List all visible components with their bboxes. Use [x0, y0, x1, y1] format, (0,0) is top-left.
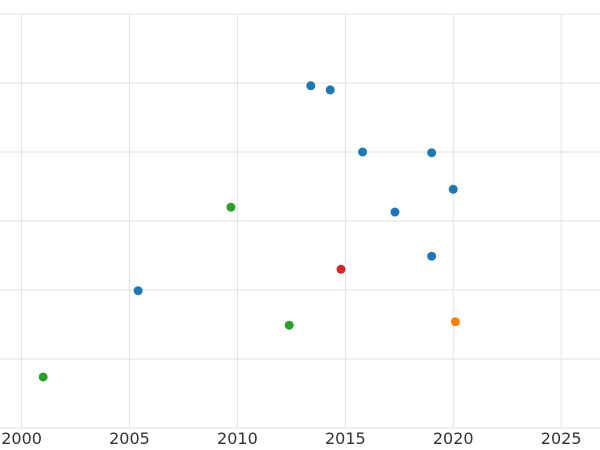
data-point-blue	[448, 184, 458, 194]
x-tick-label: 2020	[433, 429, 474, 448]
x-tick-label: 2005	[109, 429, 150, 448]
data-point-orange	[450, 317, 460, 327]
data-point-blue	[427, 148, 437, 158]
x-tick-label: 2025	[541, 429, 582, 448]
data-point-green	[38, 372, 48, 382]
data-point-red	[336, 264, 346, 274]
data-point-green	[284, 320, 294, 330]
data-point-blue	[358, 147, 368, 157]
data-point-blue	[390, 207, 400, 217]
data-point-blue	[427, 251, 437, 261]
x-tick-label: 2000	[1, 429, 42, 448]
x-tick-label: 2010	[217, 429, 258, 448]
data-point-green	[226, 202, 236, 212]
data-point-blue	[306, 81, 316, 91]
data-point-blue	[133, 286, 143, 296]
data-point-blue	[325, 85, 335, 95]
x-tick-label: 2015	[325, 429, 366, 448]
